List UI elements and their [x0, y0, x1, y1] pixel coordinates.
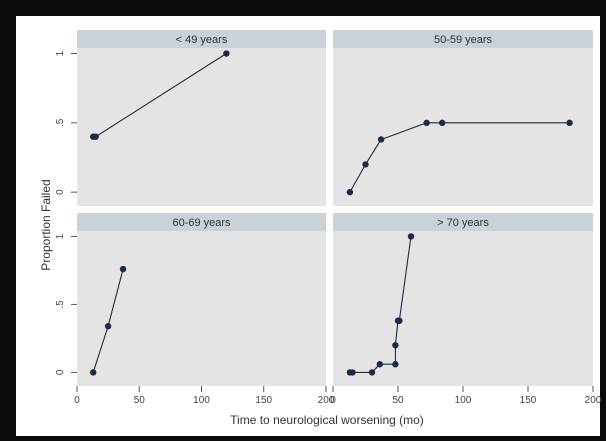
data-point: [376, 361, 383, 368]
panel-title: 60-69 years: [172, 217, 231, 229]
panel-plot-area: [333, 231, 593, 386]
data-point: [362, 161, 369, 168]
y-axis-title: Proportion Failed: [39, 179, 53, 270]
panel-plot-area: [333, 48, 593, 206]
data-point: [368, 369, 376, 376]
panel-title: > 70 years: [437, 217, 489, 229]
panel-title: 50-59 years: [434, 34, 493, 46]
x-tick-label: 200: [318, 395, 335, 406]
panels-group: < 49 years 50-59 years 60-69 years > 70 yea…: [77, 30, 593, 386]
data-point: [407, 233, 415, 240]
y-tick-label: 1: [55, 50, 66, 56]
series-line: [349, 122, 570, 193]
data-point: [349, 369, 356, 376]
panel: 50-59 years: [333, 30, 593, 206]
x-axis-title: Time to neurological worsening (mo): [230, 413, 424, 427]
data-point: [566, 119, 573, 127]
x-tick-label: 100: [455, 395, 472, 406]
panel-strip: [77, 30, 326, 48]
panel-strip: [77, 213, 326, 231]
data-point: [119, 265, 127, 273]
data-point: [392, 342, 399, 349]
x-tick-label: 200: [585, 395, 602, 406]
data-point: [396, 317, 403, 324]
panel-strip: [333, 213, 593, 231]
x-tick-label: 50: [392, 395, 404, 406]
y-tick-label: .5: [55, 118, 66, 127]
data-point: [346, 188, 354, 196]
panel-strip: [333, 30, 593, 48]
y-tick-label: 0: [55, 189, 66, 195]
x-tick-label: 50: [134, 395, 146, 406]
x-tick-label: 100: [193, 395, 210, 406]
y-tick-label: 1: [55, 233, 66, 239]
data-point: [439, 119, 446, 127]
panel-title: < 49 years: [176, 34, 228, 46]
panel-plot-area: [77, 48, 326, 206]
data-point: [92, 133, 99, 140]
panel: > 70 years: [333, 213, 593, 386]
y-tick-label: .5: [55, 300, 66, 309]
y-axis-group: 0 .5 1 0 .5 1: [55, 50, 77, 375]
panel: 60-69 years: [77, 213, 326, 386]
data-point: [223, 50, 230, 57]
panel: < 49 years: [77, 30, 326, 206]
x-tick-label: 0: [330, 395, 336, 406]
data-point: [104, 322, 112, 330]
data-point: [392, 361, 399, 368]
data-point: [377, 136, 385, 143]
y-tick-label: 0: [55, 369, 66, 375]
panel-plot-area: [77, 231, 326, 386]
x-tick-label: 0: [74, 395, 80, 406]
x-tick-label: 150: [520, 395, 537, 406]
x-tick-label: 150: [255, 395, 272, 406]
data-point: [89, 369, 97, 376]
data-point: [423, 119, 430, 127]
